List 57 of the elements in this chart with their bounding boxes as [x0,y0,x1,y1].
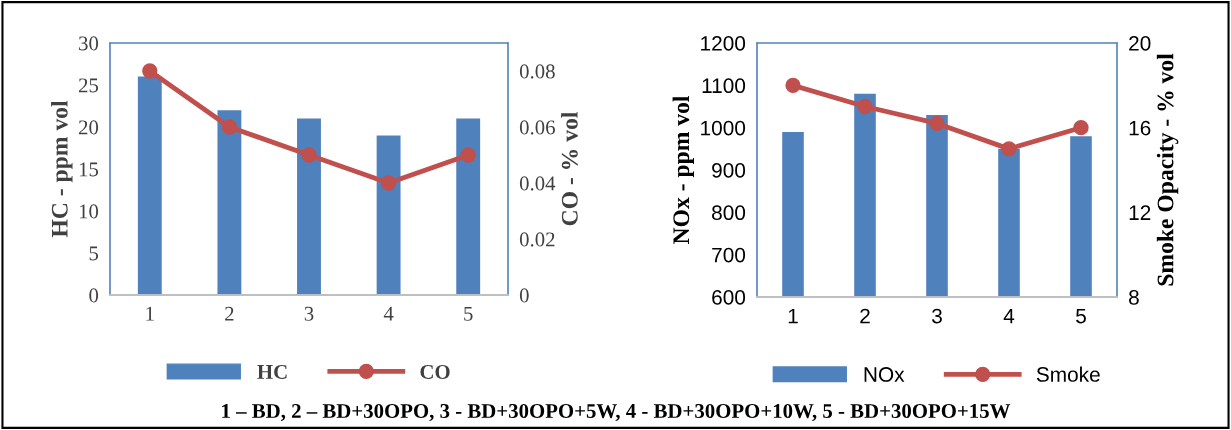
y2-tick-label: 12 [1129,205,1151,220]
y-tick-label: 800 [712,205,746,221]
text: 1 – BD, 2 – BD+30OPO, 3 - BD+30OPO+5W, 4 - BD+30OPO+10W, 5 - BD+30OPO+15W [222,403,1011,422]
point [857,98,873,115]
legend-label: HC [257,364,287,379]
point [929,115,945,132]
y2-tick-label: 16 [1129,120,1151,136]
y-tick-label: 30 [79,36,99,51]
y2-tick-label: 0 [519,288,529,303]
x-tick-label: 3 [932,308,942,324]
y2-tick-label: 0.08 [519,64,555,79]
y-axis-title: HC - ppm vol [51,100,73,238]
y-tick-label: 1200 [701,36,746,51]
y-tick-label: 5 [89,246,99,261]
y2-tick-label: 20 [1129,36,1151,51]
bar [137,76,162,295]
x-tick-label: 4 [1003,308,1015,324]
point [301,147,317,163]
legend-label: Smoke [1036,366,1100,382]
bar [297,118,321,295]
y2-axis-title: Smoke Opacity - % vol [1156,53,1179,286]
y2-tick-label: 0.02 [519,232,555,247]
x-tick-label: 2 [225,306,234,321]
y-tick-label: 900 [712,163,746,178]
x-tick-label: 1 [146,306,154,321]
x-tick-label: 2 [860,308,870,324]
y-tick-label: 1100 [702,78,746,94]
x-tick-label: 5 [1076,308,1086,324]
y-tick-label: 600 [712,290,746,305]
bar [456,118,481,295]
point [1073,120,1089,136]
x-tick-label: 5 [464,306,473,321]
y2-tick-label: 8 [1129,290,1139,305]
y-tick-label: 700 [712,247,746,263]
x-tick-label: 1 [788,308,798,324]
legend-label: NOx [864,367,905,382]
bar [376,135,401,295]
point [221,119,238,135]
y-tick-label: 0 [89,288,99,303]
point [460,147,476,163]
y2-tick-label: 0.04 [519,176,556,191]
y-tick-label: 1000 [701,120,746,136]
y-tick-label: 25 [78,78,99,93]
bar [217,110,242,295]
y-axis-title: NOx - ppm vol [672,95,694,244]
legend-label: CO [420,364,450,379]
y-tick-label: 15 [79,162,99,177]
point [1001,141,1017,157]
y2-axis-title: CO - % vol [561,112,578,226]
x-tick-label: 4 [383,306,394,321]
point [380,175,397,191]
point [785,77,801,93]
y-tick-label: 10 [79,204,99,219]
y-tick-label: 20 [78,120,99,135]
y2-tick-label: 0.06 [519,120,555,135]
x-tick-label: 3 [304,306,314,321]
point [142,63,158,79]
